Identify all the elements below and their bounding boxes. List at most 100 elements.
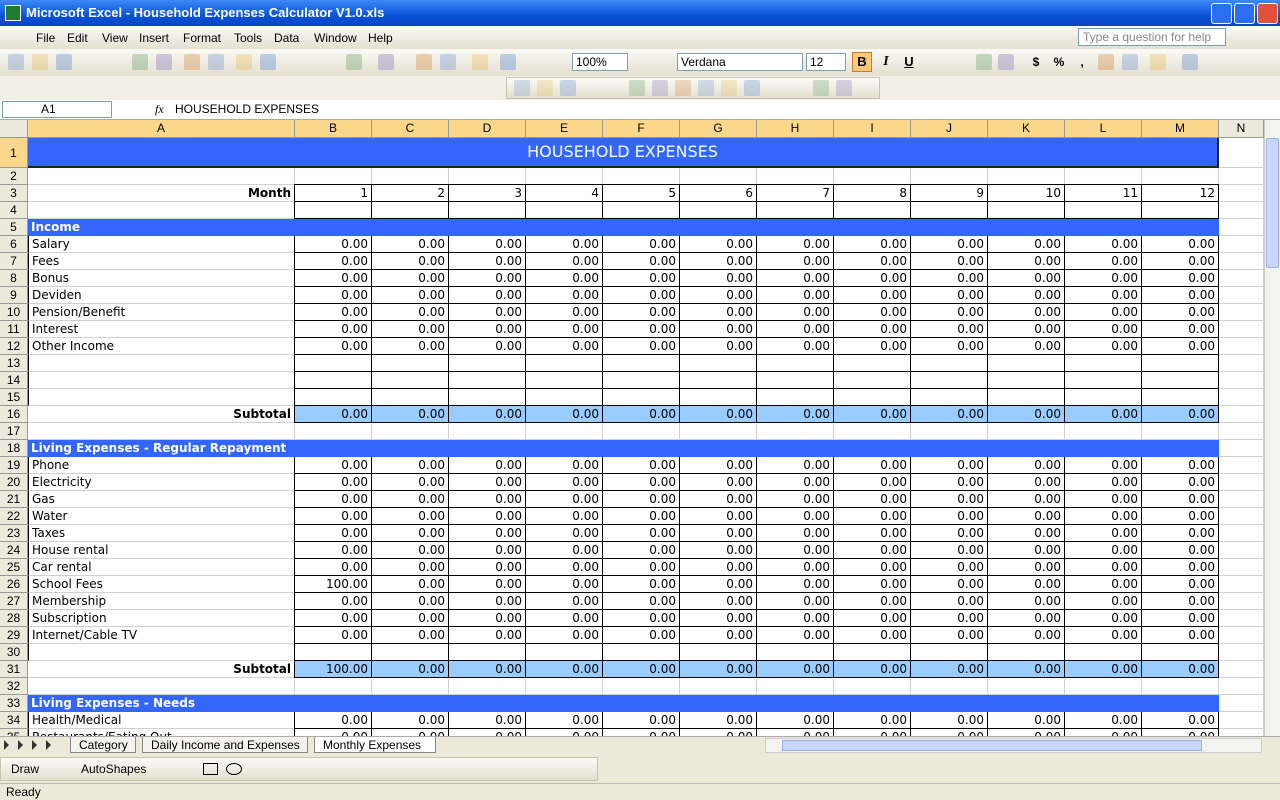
cell[interactable]: 0.00	[1064, 728, 1142, 736]
cell[interactable]: 0.00	[448, 524, 526, 542]
cell[interactable]: Subtotal	[28, 406, 295, 423]
cell[interactable]: 0.00	[756, 660, 834, 678]
toolbar-button[interactable]	[583, 80, 599, 96]
cell[interactable]	[987, 354, 1065, 372]
cell[interactable]	[525, 388, 603, 406]
cell[interactable]	[1219, 542, 1264, 559]
cell[interactable]: 0.00	[1141, 592, 1219, 610]
column-header[interactable]: B	[295, 120, 372, 138]
cell[interactable]: 2	[371, 184, 449, 202]
cell[interactable]: 0.00	[602, 660, 680, 678]
cell[interactable]: 0.00	[1141, 405, 1219, 423]
cell[interactable]: 0.00	[448, 252, 526, 270]
cell[interactable]: 0.00	[602, 269, 680, 287]
cell[interactable]: 0.00	[910, 592, 988, 610]
cell[interactable]: 0.00	[294, 490, 372, 508]
row-header[interactable]: 9	[0, 287, 28, 304]
cell[interactable]	[834, 678, 911, 695]
cell[interactable]: 0.00	[448, 235, 526, 253]
cell[interactable]: 0.00	[987, 286, 1065, 304]
cell[interactable]: 0.00	[1064, 320, 1142, 338]
cell[interactable]	[1141, 388, 1219, 406]
column-header[interactable]: C	[372, 120, 449, 138]
row-header[interactable]: 24	[0, 542, 28, 559]
cell[interactable]: 0.00	[525, 609, 603, 627]
cell[interactable]: 8	[833, 184, 911, 202]
cell[interactable]	[28, 372, 295, 389]
cell[interactable]	[1064, 371, 1142, 389]
cell[interactable]	[1219, 627, 1264, 644]
cell[interactable]: 0.00	[679, 235, 757, 253]
cell[interactable]: Subtotal	[28, 661, 295, 678]
cell[interactable]: 0.00	[833, 609, 911, 627]
cell[interactable]: 0.00	[525, 490, 603, 508]
cell[interactable]	[28, 678, 295, 695]
row-header[interactable]: 7	[0, 253, 28, 270]
minimize-button[interactable]	[1211, 3, 1232, 24]
cell[interactable]: 0.00	[371, 405, 449, 423]
column-header[interactable]: D	[449, 120, 526, 138]
toolbar-button[interactable]	[104, 54, 120, 70]
cell[interactable]: 0.00	[1141, 473, 1219, 491]
cell[interactable]: 0.00	[1141, 252, 1219, 270]
row-header[interactable]: 6	[0, 236, 28, 253]
cell[interactable]: 0.00	[1141, 728, 1219, 736]
cell[interactable]: Water	[28, 508, 295, 525]
cell[interactable]: 0.00	[833, 337, 911, 355]
cell[interactable]: 0.00	[1141, 558, 1219, 576]
cell[interactable]: 0.00	[448, 660, 526, 678]
cell[interactable]	[371, 354, 449, 372]
cell[interactable]: 0.00	[756, 592, 834, 610]
cell[interactable]: 0.00	[987, 269, 1065, 287]
toolbar-button[interactable]	[260, 54, 276, 70]
toolbar-button[interactable]	[284, 54, 300, 70]
cell[interactable]	[987, 388, 1065, 406]
cell[interactable]	[294, 354, 372, 372]
cell[interactable]: 0.00	[448, 405, 526, 423]
cell[interactable]	[679, 201, 757, 219]
cell[interactable]	[910, 371, 988, 389]
column-header[interactable]: G	[680, 120, 757, 138]
cell[interactable]	[679, 643, 757, 661]
toolbar-button[interactable]	[208, 54, 224, 70]
cell[interactable]: 0.00	[1141, 337, 1219, 355]
cell[interactable]	[448, 371, 526, 389]
scroll-thumb[interactable]	[782, 740, 1202, 751]
row-header[interactable]: 2	[0, 168, 28, 185]
cell[interactable]	[1219, 508, 1264, 525]
cell[interactable]: 100.00	[294, 575, 372, 593]
toolbar-button[interactable]	[560, 80, 576, 96]
cell[interactable]: 1	[294, 184, 372, 202]
cell[interactable]	[1219, 236, 1264, 253]
menu-item[interactable]: Format	[183, 31, 222, 45]
menu-item[interactable]: View	[102, 31, 128, 45]
cell[interactable]: 0.00	[602, 337, 680, 355]
cell[interactable]: 0.00	[371, 252, 449, 270]
toolbar-button[interactable]	[976, 54, 992, 70]
cell[interactable]: 0.00	[371, 490, 449, 508]
maximize-button[interactable]	[1234, 3, 1255, 24]
cell[interactable]: 0.00	[294, 541, 372, 559]
cell[interactable]	[28, 644, 295, 661]
cell[interactable]: 0.00	[371, 235, 449, 253]
cell[interactable]: 0.00	[1064, 592, 1142, 610]
toolbar-button[interactable]	[606, 80, 622, 96]
cell[interactable]: 0.00	[679, 269, 757, 287]
cell[interactable]: 9	[910, 184, 988, 202]
cell[interactable]: 0.00	[1141, 303, 1219, 321]
cell[interactable]: 0.00	[756, 303, 834, 321]
cell[interactable]	[987, 371, 1065, 389]
cell[interactable]	[448, 354, 526, 372]
cell[interactable]: 0.00	[371, 541, 449, 559]
cell[interactable]	[1219, 202, 1264, 219]
toolbar-button[interactable]	[316, 54, 332, 70]
cell[interactable]	[1219, 406, 1264, 423]
cell[interactable]	[1219, 457, 1264, 474]
cell[interactable]: 0.00	[910, 269, 988, 287]
cell[interactable]: 0.00	[1141, 320, 1219, 338]
row-header[interactable]: 28	[0, 610, 28, 627]
cell[interactable]: 11	[1064, 184, 1142, 202]
cell[interactable]: 0.00	[1064, 337, 1142, 355]
cell[interactable]: 0.00	[1141, 507, 1219, 525]
cell[interactable]	[371, 388, 449, 406]
